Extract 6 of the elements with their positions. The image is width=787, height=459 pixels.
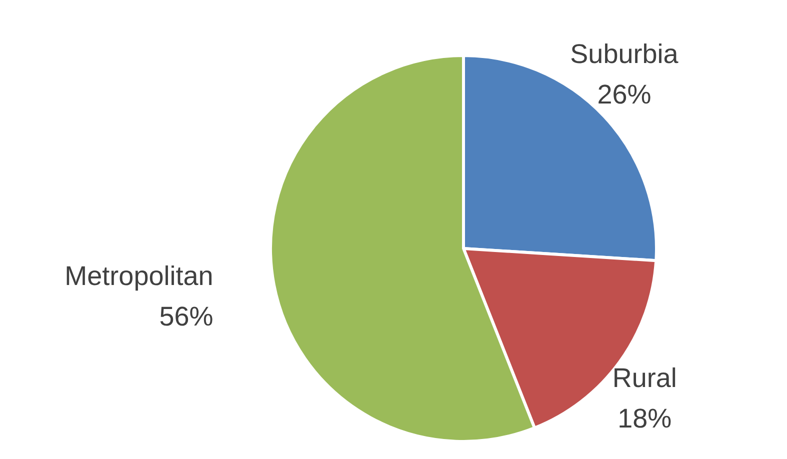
slice-label: Metropolitan (64, 260, 214, 291)
slice-label: Suburbia (570, 38, 680, 69)
data-label: 18% (618, 403, 672, 434)
slice-label: Rural (612, 362, 677, 393)
data-label: 56% (159, 301, 214, 332)
data-label: 26% (597, 79, 652, 110)
